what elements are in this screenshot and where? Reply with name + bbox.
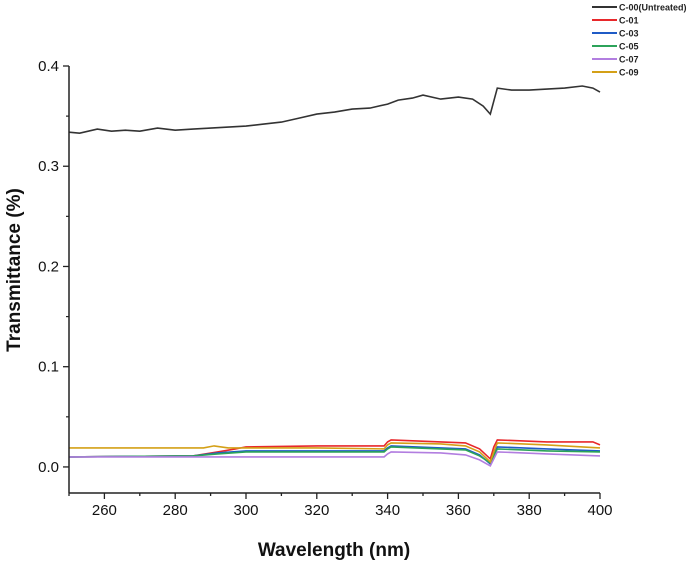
x-axis-title: Wavelength (nm)	[258, 540, 410, 561]
x-tick-label: 260	[92, 502, 117, 519]
y-tick-label: 0.0	[38, 459, 59, 476]
legend-label: C-00(Untreated)	[619, 3, 687, 13]
legend-label: C-05	[619, 42, 639, 52]
y-tick-label: 0.3	[38, 158, 59, 175]
x-tick-label: 360	[446, 502, 471, 519]
y-axis-title: Transmittance (%)	[4, 188, 25, 352]
series-line-c-00-untreated-	[68, 85, 601, 135]
y-tick-label: 0.1	[38, 359, 59, 376]
axes: 0.0 0.1 0.2 0.3 0.4 260 280 300 320 340 360 380 400	[38, 58, 612, 519]
series-line-c-07	[69, 451, 601, 468]
y-tick-label: 0.4	[38, 58, 59, 75]
x-tick-label: 380	[517, 502, 542, 519]
legend-label: C-07	[619, 55, 639, 65]
x-tick-label: 400	[587, 502, 612, 519]
series-line-c-01	[68, 439, 601, 461]
x-tick-label: 320	[304, 502, 329, 519]
series-line-c-09	[69, 442, 601, 464]
legend-label: C-09	[619, 68, 639, 78]
legend-label: C-03	[619, 29, 639, 39]
x-tick-label: 280	[163, 502, 188, 519]
legend: C-00(Untreated) C-01 C-03 C-05 C-07 C-09	[592, 3, 687, 78]
x-tick-label: 340	[375, 502, 400, 519]
legend-label: C-01	[619, 16, 639, 26]
x-tick-label: 300	[233, 502, 258, 519]
series-line-c-05	[68, 446, 601, 465]
plot-lines	[68, 85, 601, 468]
y-tick-label: 0.2	[38, 258, 59, 275]
